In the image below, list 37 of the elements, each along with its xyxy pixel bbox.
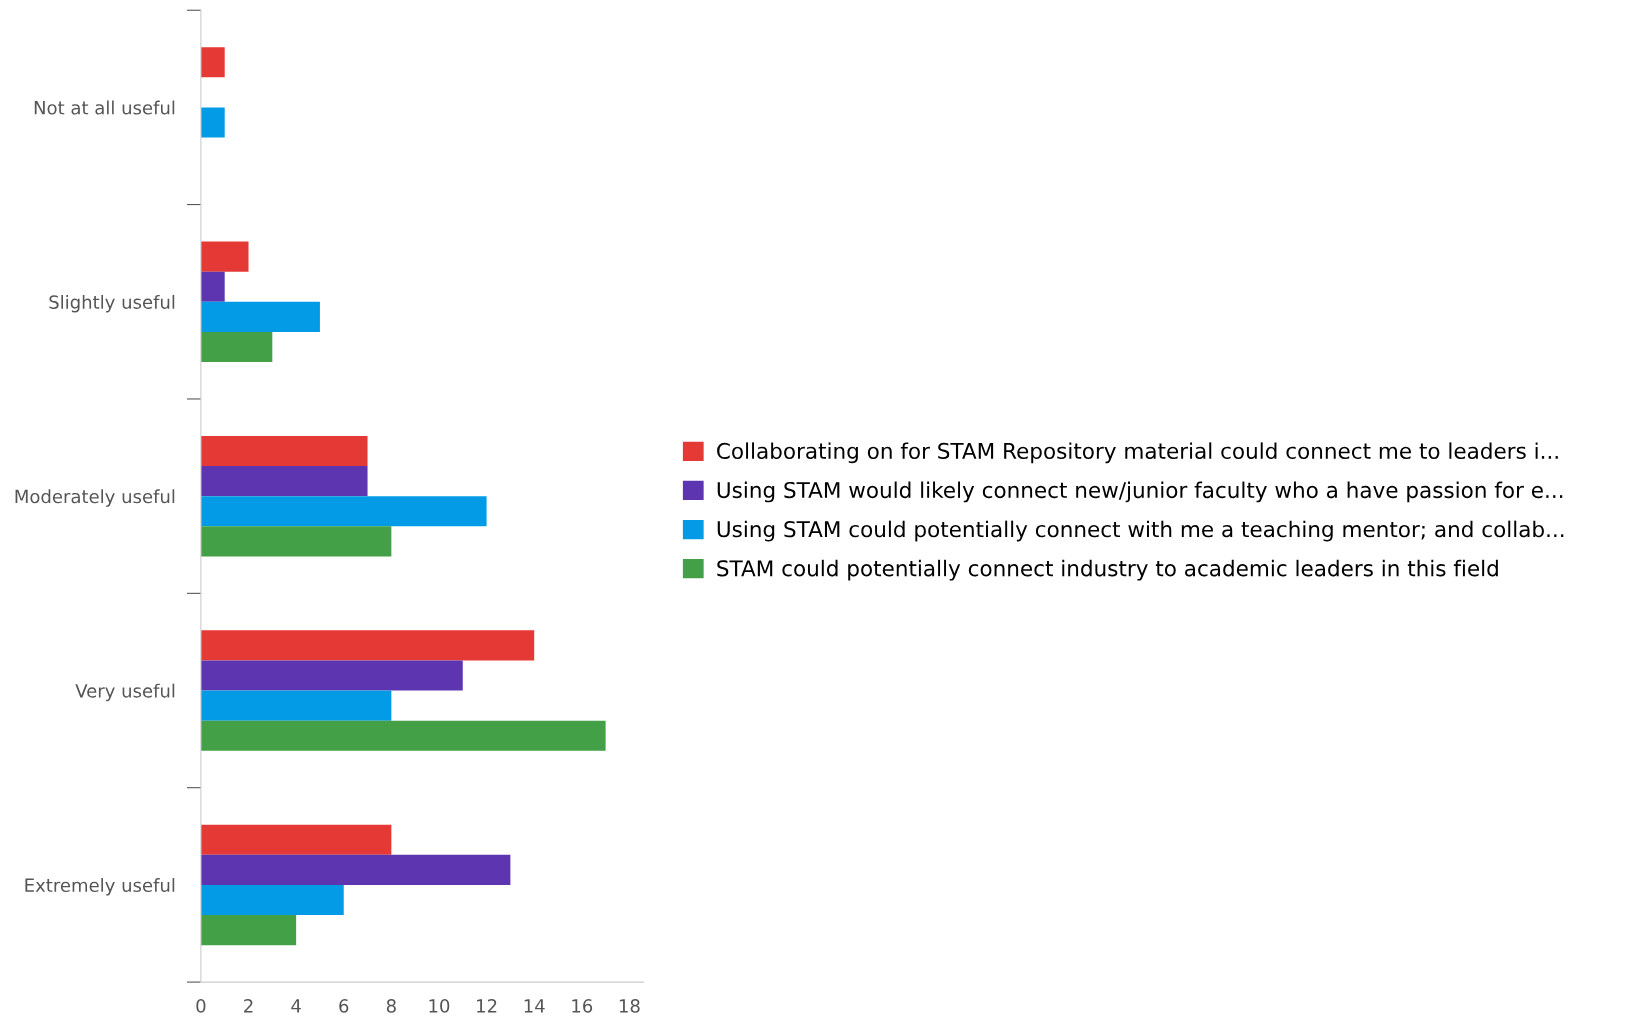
bar bbox=[200, 435, 368, 467]
bar bbox=[200, 331, 273, 363]
y-tick-label: Extremely useful bbox=[25, 878, 175, 896]
bar bbox=[200, 915, 297, 946]
x-tick-label: 18 bbox=[619, 999, 640, 1013]
x-tick-label: 16 bbox=[572, 999, 593, 1013]
bar bbox=[200, 884, 344, 916]
legend-label: Collaborating on for STAM Repository material could connect me to leaders i... bbox=[717, 442, 1558, 464]
bar bbox=[200, 630, 535, 661]
x-tick-label: 0 bbox=[196, 999, 206, 1013]
bar bbox=[200, 854, 511, 885]
legend-label: Using STAM would likely connect new/junior faculty who a have passion for e... bbox=[717, 481, 1563, 503]
y-tick-label: Slightly useful bbox=[49, 294, 175, 313]
bar bbox=[200, 301, 320, 332]
x-tick-label: 8 bbox=[386, 999, 396, 1013]
legend-label: Using STAM could potentially connect with me a teaching mentor; and collab... bbox=[717, 520, 1564, 542]
bar bbox=[200, 720, 606, 751]
y-tick-label: Moderately useful bbox=[15, 489, 175, 507]
y-tick-label: Very useful bbox=[75, 683, 175, 702]
bar bbox=[200, 660, 463, 691]
bar bbox=[200, 824, 392, 855]
bar bbox=[200, 690, 392, 721]
legend-label: STAM could potentially connect industry to academic leaders in this field bbox=[717, 559, 1498, 581]
y-tick-label: Not at all useful bbox=[34, 100, 175, 115]
bar bbox=[200, 496, 487, 527]
x-tick-label: 12 bbox=[477, 999, 497, 1013]
bar bbox=[200, 526, 392, 557]
bar bbox=[200, 271, 225, 302]
bar bbox=[200, 241, 249, 272]
x-tick-label: 10 bbox=[429, 999, 450, 1013]
x-tick-label: 14 bbox=[524, 999, 545, 1013]
bar bbox=[200, 47, 225, 78]
bar bbox=[200, 466, 368, 497]
x-tick-label: 2 bbox=[244, 999, 253, 1013]
x-tick-label: 4 bbox=[291, 999, 301, 1013]
bar bbox=[200, 107, 225, 138]
x-tick-label: 6 bbox=[339, 999, 349, 1013]
